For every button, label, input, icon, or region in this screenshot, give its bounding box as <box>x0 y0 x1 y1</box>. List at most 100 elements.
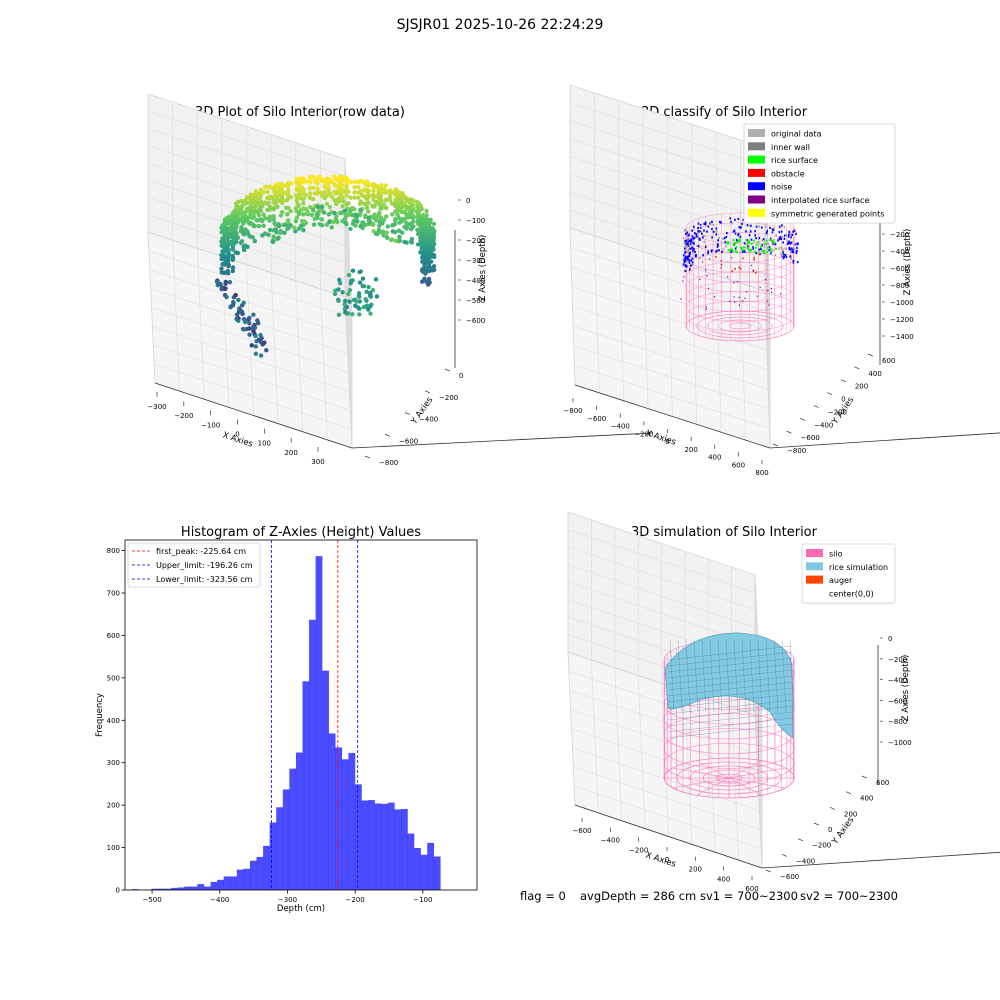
y-tick-label: 0 <box>841 396 845 404</box>
chart-title: Histogram of Z-Axies (Height) Values <box>181 525 421 540</box>
data-point <box>287 224 292 230</box>
classified-point <box>701 236 704 239</box>
classified-point <box>746 224 749 227</box>
rice-surface-point <box>772 241 775 244</box>
grid-line <box>295 280 304 432</box>
data-point <box>356 195 361 200</box>
classified-point <box>792 248 794 251</box>
classified-point <box>783 234 786 237</box>
data-point <box>420 279 425 284</box>
histogram-bar <box>368 800 375 890</box>
simulation-legend-label: silo <box>829 550 843 559</box>
classified-point <box>682 237 685 240</box>
data-point <box>373 277 379 282</box>
classified-point <box>716 245 719 248</box>
data-point <box>377 202 382 207</box>
data-point <box>239 205 244 210</box>
classified-point <box>749 230 752 233</box>
classified-point <box>683 257 685 260</box>
noise-point <box>733 301 736 303</box>
classified-point <box>692 239 695 242</box>
z-tick-label: −300 <box>466 257 485 265</box>
histogram-legend-label: Upper_limit: -196.26 cm <box>156 561 253 570</box>
data-point <box>315 190 320 195</box>
classified-point <box>761 226 763 229</box>
data-point <box>247 315 252 321</box>
data-point <box>373 199 379 205</box>
data-point <box>340 183 345 188</box>
data-point <box>301 178 306 183</box>
rice-mesh-line <box>733 639 739 713</box>
obstacle-point <box>758 253 761 256</box>
classified-point <box>754 234 756 237</box>
classified-point <box>707 252 709 255</box>
silo-base-spoke <box>696 760 730 779</box>
data-point <box>245 195 250 200</box>
data-point <box>240 311 245 317</box>
classified-point <box>784 247 787 250</box>
data-point <box>234 213 239 218</box>
classified-point <box>775 234 778 237</box>
data-point <box>296 178 301 183</box>
grid-line <box>149 269 347 336</box>
classified-point <box>718 249 720 252</box>
data-point <box>267 227 273 233</box>
data-point <box>248 199 254 205</box>
classified-point <box>692 237 694 240</box>
data-point <box>364 205 370 211</box>
data-point <box>356 291 362 296</box>
classify-legend-swatch <box>748 182 765 191</box>
y-tick-label: 400 <box>860 795 873 803</box>
data-point <box>342 310 348 315</box>
classified-point <box>684 240 686 243</box>
rice-surface-point <box>770 250 773 253</box>
classified-point <box>785 233 788 236</box>
data-point <box>220 223 225 228</box>
noise-point <box>729 300 731 302</box>
data-point <box>385 235 390 241</box>
data-point <box>362 201 367 206</box>
data-point <box>376 230 381 235</box>
classified-point <box>711 236 713 239</box>
data-point <box>342 216 348 222</box>
grid-line <box>740 283 746 441</box>
classified-point <box>696 244 698 248</box>
classified-point <box>743 242 746 245</box>
y-tick <box>867 353 874 357</box>
classified-point <box>761 238 763 242</box>
y-tick <box>384 433 391 437</box>
rice-mesh-line <box>773 639 779 713</box>
data-point <box>273 222 278 227</box>
classified-point <box>720 221 722 224</box>
data-point <box>245 206 250 211</box>
data-point <box>402 194 407 199</box>
y-tick-label: −800 <box>787 447 806 455</box>
data-point <box>256 320 261 326</box>
data-point <box>356 179 361 185</box>
classified-point <box>771 228 774 231</box>
data-point <box>273 227 279 232</box>
histogram-bar <box>249 860 257 890</box>
data-point <box>252 192 257 197</box>
data-point <box>319 193 325 198</box>
data-point <box>223 281 228 286</box>
classified-point <box>684 255 687 258</box>
rice-surface-point <box>735 246 738 249</box>
data-point <box>419 226 424 232</box>
y-axis-line <box>769 432 1000 449</box>
silo-ring <box>685 261 795 293</box>
classified-point <box>730 220 732 224</box>
data-point <box>356 184 361 190</box>
data-point <box>251 196 257 201</box>
classified-point <box>752 246 754 249</box>
figure-title: SJSJR01 2025-10-26 22:24:29 <box>396 17 604 33</box>
x-tick-label: 0 <box>235 431 239 439</box>
rice-mesh-line <box>667 651 793 667</box>
grid-line <box>571 266 767 331</box>
x-axis-label: Depth (cm) <box>277 904 325 914</box>
classified-point <box>769 226 771 229</box>
classified-point <box>691 261 694 264</box>
rice-mesh-line <box>667 657 793 673</box>
data-point <box>326 181 331 187</box>
y-tick <box>765 869 772 873</box>
